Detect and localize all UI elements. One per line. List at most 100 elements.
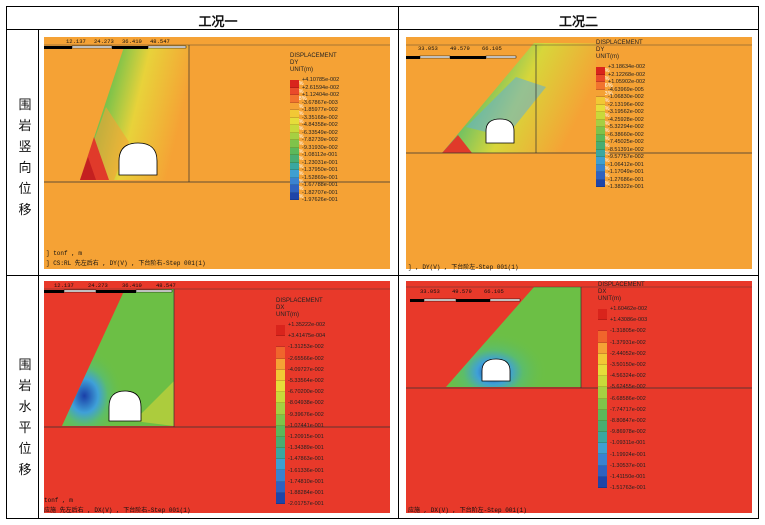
dimension-label: 12.137 xyxy=(66,38,86,45)
row-label-char: 围 xyxy=(18,98,32,113)
contour-panel-case2-dy xyxy=(406,37,752,269)
legend-color-swatch xyxy=(276,481,285,493)
legend-value: -1.07441e-001 xyxy=(288,422,324,429)
row-label-char: 位 xyxy=(18,442,32,457)
legend-title-line: UNIT(m) xyxy=(596,54,619,60)
legend-value: -1.31253e-002 xyxy=(288,344,324,351)
legend-value: +2.61594e-002 xyxy=(302,84,340,91)
legend-color-swatch xyxy=(598,376,607,388)
legend-color-swatch xyxy=(290,185,299,193)
legend-color-swatch xyxy=(276,369,285,381)
legend-value: -8.04938e-002 xyxy=(288,400,324,407)
legend-color-swatch xyxy=(290,95,299,103)
legend-color-swatch xyxy=(290,110,299,118)
legend-case2-dy: DISPLACEMENTDYUNIT(m)0.2%0.6%54.6%19.3%3… xyxy=(596,40,645,190)
contour-panel-case1-dy xyxy=(44,37,390,269)
legend-color-swatch xyxy=(276,459,285,471)
legend-value: -6.33549e-002 xyxy=(302,129,338,136)
legend-color-swatch xyxy=(276,448,285,460)
legend-color-swatch xyxy=(596,82,605,90)
legend-color-swatch xyxy=(276,380,285,393)
legend-value: -2.13196e-002 xyxy=(608,101,644,108)
legend-color-swatch xyxy=(290,170,299,178)
dimension-label: 36.410 xyxy=(122,38,142,45)
legend-value: -1.20915e-001 xyxy=(288,434,324,440)
legend-color-swatch xyxy=(598,364,607,377)
legend-color-swatch xyxy=(276,425,285,437)
legend-value: -7.45025e-002 xyxy=(608,139,644,145)
legend-case2-dx: DISPLACEMENT DX UNIT(m) +1.60462e-002 +1.430… xyxy=(598,282,647,491)
legend-value: -1.09311e-001 xyxy=(610,440,646,447)
legend-value: -4.84358e-002 xyxy=(302,122,338,128)
legend-value: +3.41475e-004 xyxy=(288,333,326,340)
legend-color-swatch xyxy=(290,125,299,133)
legend-color-swatch xyxy=(596,127,605,135)
legend-color-swatch xyxy=(596,164,605,172)
dimension-label: 12.137 xyxy=(54,282,74,289)
row-label-char: 移 xyxy=(18,203,32,218)
legend-value: -3.50150e-002 xyxy=(610,362,646,368)
legend-value: -6.70200e-002 xyxy=(288,389,324,396)
legend-value: -1.61336e-001 xyxy=(288,467,324,474)
legend-color-swatch xyxy=(290,87,299,95)
legend-color-swatch xyxy=(290,80,299,88)
legend-color-swatch xyxy=(598,454,607,466)
row-label-char: 位 xyxy=(18,182,32,197)
legend-color-swatch xyxy=(596,89,605,97)
footer-line: tonf , m xyxy=(44,497,73,504)
legend-value: -1.97626e-001 xyxy=(302,197,338,203)
legend-value: -1.37931e-002 xyxy=(610,339,646,346)
legend-value: -4.25928e-002 xyxy=(608,116,644,123)
legend-value: -3.35168e-002 xyxy=(302,114,338,121)
legend-title-line: DISPLACEMENT xyxy=(596,40,643,46)
footer-line: ] CS:RL 先左后右 , DY(V) , 下台阶右-Step 001(1) xyxy=(46,260,206,267)
load-bars xyxy=(410,298,521,302)
legend-value: -1.85977e-002 xyxy=(302,107,338,113)
legend-color-swatch xyxy=(276,470,285,482)
legend-color-swatch xyxy=(598,409,607,421)
legend-title-line: DX xyxy=(598,289,607,295)
legend-value: -1.08112e-001 xyxy=(302,152,338,158)
legend-value: -1.23031e-001 xyxy=(302,159,338,166)
dimension-label: 33.053 xyxy=(420,288,440,295)
legend-value: +4.10785e-002 xyxy=(302,77,340,83)
legend-value: -1.52869e-001 xyxy=(302,174,338,181)
legend-color-swatch xyxy=(598,353,607,365)
legend-value: -1.51763e-001 xyxy=(610,485,646,492)
dimension-label: 66.105 xyxy=(484,288,504,295)
legend-color-swatch xyxy=(290,132,299,140)
legend-value: -1.19924e-001 xyxy=(610,451,646,458)
row-label-char: 岩 xyxy=(18,379,32,394)
legend-value: +3.18634e-002 xyxy=(608,64,646,70)
legend-value: -1.06830e-002 xyxy=(608,94,644,100)
legend-value: -2.65566e-002 xyxy=(288,355,324,362)
legend-value: -9.39676e-002 xyxy=(288,411,324,418)
row-label-char: 围 xyxy=(18,358,32,373)
legend-color-swatch xyxy=(276,414,285,426)
row-label-char: 竖 xyxy=(18,140,32,155)
legend-value: -1.37950e-001 xyxy=(302,167,338,173)
legend-value: +1.35222e-002 xyxy=(288,322,326,328)
legend-case1-dy: DISPLACEMENTDYUNIT(m)0.3%0.6%70.8%5.2%3.… xyxy=(290,53,339,203)
contour-panel-case1-dx xyxy=(44,281,390,513)
legend-color-swatch xyxy=(596,142,605,150)
legend-value: -1.47863e-001 xyxy=(288,456,324,463)
legend-color-swatch xyxy=(276,492,285,504)
footer-line: 应施 先左后右 , DX(V) , 下台阶右-Step 001(1) xyxy=(44,507,191,514)
dimension-label: 24.273 xyxy=(94,38,114,45)
legend-title-line: DISPLACEMENT xyxy=(276,298,323,304)
legend-title-line: DY xyxy=(290,60,299,66)
row-label-char: 平 xyxy=(18,421,32,436)
dimension-label: 48.547 xyxy=(156,282,176,289)
dimension-label: 36.410 xyxy=(122,282,142,289)
legend-value: -3.19562e-002 xyxy=(608,109,644,115)
legend-color-swatch xyxy=(596,67,605,75)
legend-value: -3.67867e-003 xyxy=(302,99,338,106)
legend-value: -4.09727e-002 xyxy=(288,366,324,373)
legend-color-swatch xyxy=(596,179,605,187)
legend-title-line: DISPLACEMENT xyxy=(290,53,337,59)
legend-color-swatch xyxy=(598,320,607,332)
legend-color-swatch xyxy=(276,336,285,348)
legend-color-swatch xyxy=(596,97,605,105)
legend-color-swatch xyxy=(598,309,607,321)
